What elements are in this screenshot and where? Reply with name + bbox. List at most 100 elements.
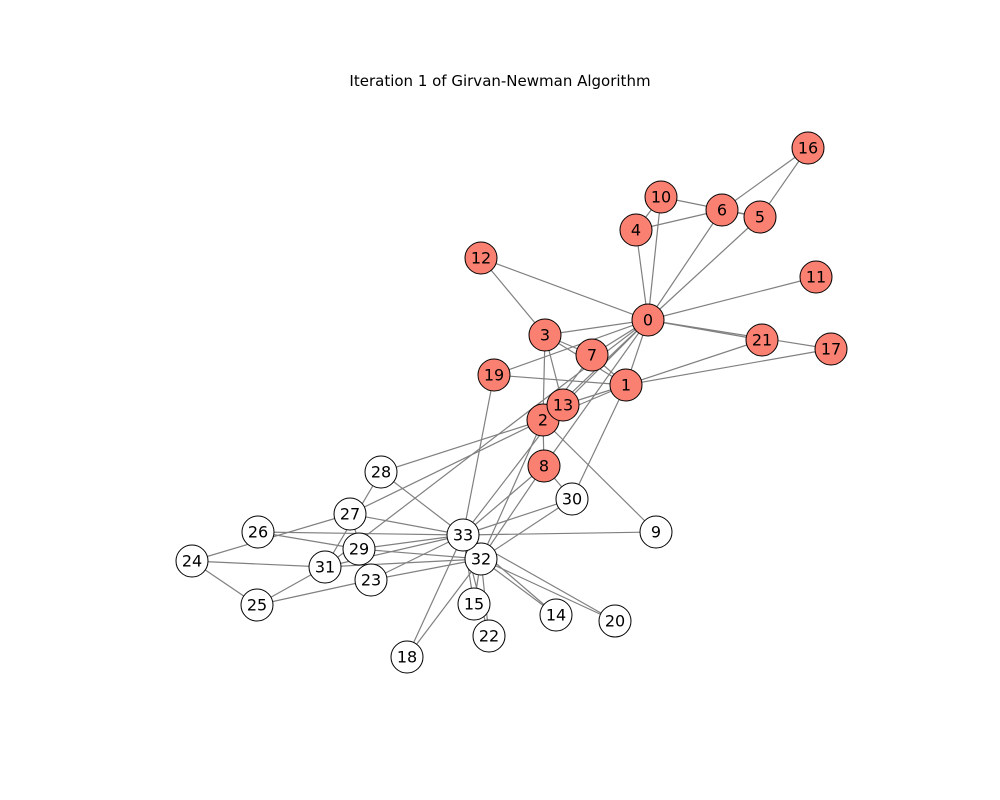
node-label: 3 bbox=[540, 326, 550, 345]
node-circle bbox=[745, 323, 779, 357]
node-label: 9 bbox=[651, 523, 661, 542]
node-32: 32 bbox=[464, 542, 498, 576]
edge-29-32 bbox=[358, 548, 482, 560]
node-33: 33 bbox=[446, 518, 480, 552]
node-6: 6 bbox=[705, 193, 739, 227]
node-label: 29 bbox=[349, 540, 369, 559]
node-label: 19 bbox=[484, 366, 504, 385]
node-label: 27 bbox=[340, 505, 360, 524]
node-circle bbox=[241, 515, 275, 549]
edge-6-16 bbox=[721, 147, 809, 211]
node-circle bbox=[575, 338, 609, 372]
node-circle bbox=[799, 260, 833, 294]
node-label: 25 bbox=[247, 596, 267, 615]
node-label: 4 bbox=[631, 221, 641, 240]
node-0: 0 bbox=[631, 303, 665, 337]
node-circle bbox=[609, 368, 643, 402]
edge-0-12 bbox=[480, 257, 649, 321]
node-label: 6 bbox=[717, 201, 727, 220]
edge-2-9 bbox=[542, 419, 657, 533]
node-label: 15 bbox=[464, 595, 484, 614]
node-label: 8 bbox=[539, 457, 549, 476]
node-circle bbox=[814, 332, 848, 366]
node-label: 22 bbox=[479, 627, 499, 646]
edge-18-33 bbox=[406, 534, 464, 658]
node-14: 14 bbox=[539, 598, 573, 632]
node-label: 11 bbox=[806, 268, 826, 287]
node-circle bbox=[639, 515, 673, 549]
node-circle bbox=[546, 388, 580, 422]
node-circle bbox=[342, 532, 376, 566]
edge-0-5 bbox=[647, 216, 761, 321]
edge-24-31 bbox=[191, 560, 326, 568]
edge-0-10 bbox=[647, 196, 662, 321]
edge-23-33 bbox=[370, 534, 464, 581]
node-19: 19 bbox=[477, 358, 511, 392]
node-circle bbox=[457, 587, 491, 621]
node-23: 23 bbox=[354, 563, 388, 597]
node-circle bbox=[364, 455, 398, 489]
node-12: 12 bbox=[464, 241, 498, 275]
edge-2-27 bbox=[349, 419, 544, 515]
node-25: 25 bbox=[240, 588, 274, 622]
edge-9-33 bbox=[462, 531, 657, 536]
node-label: 32 bbox=[471, 550, 491, 569]
node-15: 15 bbox=[457, 587, 491, 621]
nodes-layer: 0123456789101112131415161718192021222324… bbox=[175, 131, 848, 674]
node-label: 10 bbox=[651, 188, 671, 207]
node-22: 22 bbox=[472, 619, 506, 653]
node-8: 8 bbox=[527, 449, 561, 483]
node-13: 13 bbox=[546, 388, 580, 422]
node-5: 5 bbox=[743, 200, 777, 234]
edge-1-17 bbox=[625, 348, 832, 386]
edge-0-11 bbox=[647, 276, 817, 321]
node-circle bbox=[354, 563, 388, 597]
node-31: 31 bbox=[308, 550, 342, 584]
node-9: 9 bbox=[639, 515, 673, 549]
node-label: 33 bbox=[453, 526, 473, 545]
edge-28-33 bbox=[380, 471, 464, 536]
edge-23-25 bbox=[256, 579, 372, 606]
node-circle bbox=[791, 131, 825, 165]
node-circle bbox=[527, 449, 561, 483]
node-circle bbox=[644, 180, 678, 214]
node-11: 11 bbox=[799, 260, 833, 294]
edge-26-29 bbox=[257, 531, 360, 550]
node-circle bbox=[477, 358, 511, 392]
edge-30-32 bbox=[480, 498, 573, 560]
node-21: 21 bbox=[745, 323, 779, 357]
node-label: 21 bbox=[752, 331, 772, 350]
node-29: 29 bbox=[342, 532, 376, 566]
node-24: 24 bbox=[175, 544, 209, 578]
node-18: 18 bbox=[390, 640, 424, 674]
edge-19-33 bbox=[462, 374, 495, 536]
node-label: 7 bbox=[587, 346, 597, 365]
edge-0-3 bbox=[544, 319, 649, 336]
edge-0-6 bbox=[647, 209, 723, 321]
figure-title: Iteration 1 of Girvan-Newman Algorithm bbox=[349, 72, 651, 90]
edge-3-12 bbox=[480, 257, 546, 336]
node-circle bbox=[472, 619, 506, 653]
node-10: 10 bbox=[644, 180, 678, 214]
node-1: 1 bbox=[609, 368, 643, 402]
node-circle bbox=[528, 318, 562, 352]
node-27: 27 bbox=[333, 497, 367, 531]
edges-layer bbox=[191, 147, 832, 658]
edge-29-33 bbox=[358, 534, 464, 550]
node-circle bbox=[464, 542, 498, 576]
edge-20-32 bbox=[480, 558, 616, 622]
edge-2-32 bbox=[480, 419, 544, 560]
edge-2-28 bbox=[380, 419, 544, 473]
node-28: 28 bbox=[364, 455, 398, 489]
node-circle bbox=[705, 193, 739, 227]
node-16: 16 bbox=[791, 131, 825, 165]
node-circle bbox=[333, 497, 367, 531]
node-label: 0 bbox=[643, 311, 653, 330]
node-label: 1 bbox=[621, 376, 631, 395]
node-label: 26 bbox=[248, 523, 268, 542]
edge-1-19 bbox=[493, 374, 627, 386]
edge-30-33 bbox=[462, 498, 573, 536]
edge-1-21 bbox=[625, 339, 763, 386]
node-label: 23 bbox=[361, 571, 381, 590]
